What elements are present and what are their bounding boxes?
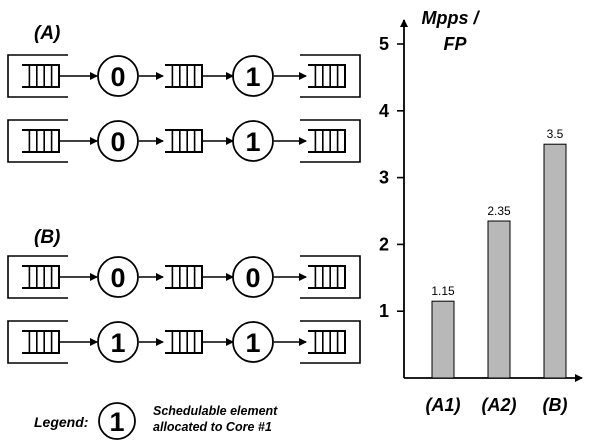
intermediate-queue	[165, 129, 203, 153]
output-queue	[300, 119, 361, 163]
section-b-label: (B)	[34, 227, 60, 248]
schedulable-element-label: 1	[245, 62, 260, 92]
output-queue	[300, 255, 361, 299]
schedulable-element-label: 1	[245, 328, 260, 358]
schedulable-element-label: 1	[245, 127, 260, 157]
schedulable-element: 0	[97, 120, 139, 162]
legend-symbol-text: 1	[109, 407, 124, 437]
y-tick-label: 5	[379, 34, 389, 54]
intermediate-queue	[165, 330, 203, 354]
legend: Legend: 1 Schedulable element allocated …	[34, 402, 278, 440]
input-queue	[7, 320, 68, 364]
bar-chart: Mpps / FP 1 2 3 4 5 1.15 (A1) 2.35 (A2) 3.5 (B)	[379, 8, 583, 415]
y-axis-label-line2: FP	[443, 34, 467, 54]
schedulable-element: 0	[232, 256, 274, 298]
schedulable-element-label: 0	[110, 127, 125, 157]
bar	[431, 300, 455, 379]
x-tick-label: (B)	[543, 395, 568, 415]
bar-value-label: 1.15	[431, 284, 455, 298]
x-tick-label: (A2)	[482, 395, 517, 415]
y-tick-label: 4	[379, 101, 389, 121]
schedulable-element-label: 0	[245, 263, 260, 293]
schedulable-element: 1	[232, 321, 274, 363]
x-tick-label: (A1)	[426, 395, 461, 415]
schedulable-element: 0	[97, 55, 139, 97]
y-tick-label: 2	[379, 234, 389, 254]
output-queue	[300, 320, 361, 364]
pipeline-diagram: (A) (B) 0 10 10 01 1	[7, 23, 361, 364]
section-a-label: (A)	[34, 23, 60, 44]
schedulable-element: 1	[232, 120, 274, 162]
schedulable-element-label: 0	[110, 62, 125, 92]
schedulable-element: 1	[97, 321, 139, 363]
schedulable-element: 0	[97, 256, 139, 298]
schedulable-element-label: 1	[110, 328, 125, 358]
legend-label: Legend:	[34, 414, 88, 430]
legend-description-line1: Schedulable element	[153, 404, 278, 418]
schedulable-element: 1	[232, 55, 274, 97]
intermediate-queue	[165, 64, 203, 88]
y-tick-label: 3	[379, 168, 389, 188]
y-tick-label: 1	[379, 301, 389, 321]
bar	[487, 220, 511, 379]
y-axis-label-line1: Mpps /	[422, 8, 481, 28]
output-queue	[300, 54, 361, 98]
bar-value-label: 2.35	[487, 204, 511, 218]
intermediate-queue	[165, 265, 203, 289]
bar-value-label: 3.5	[547, 127, 564, 141]
legend-symbol-circle	[98, 402, 136, 440]
schedulable-element-label: 0	[110, 263, 125, 293]
bar	[543, 143, 567, 379]
legend-description-line2: allocated to Core #1	[153, 420, 272, 434]
input-queue	[7, 54, 68, 98]
